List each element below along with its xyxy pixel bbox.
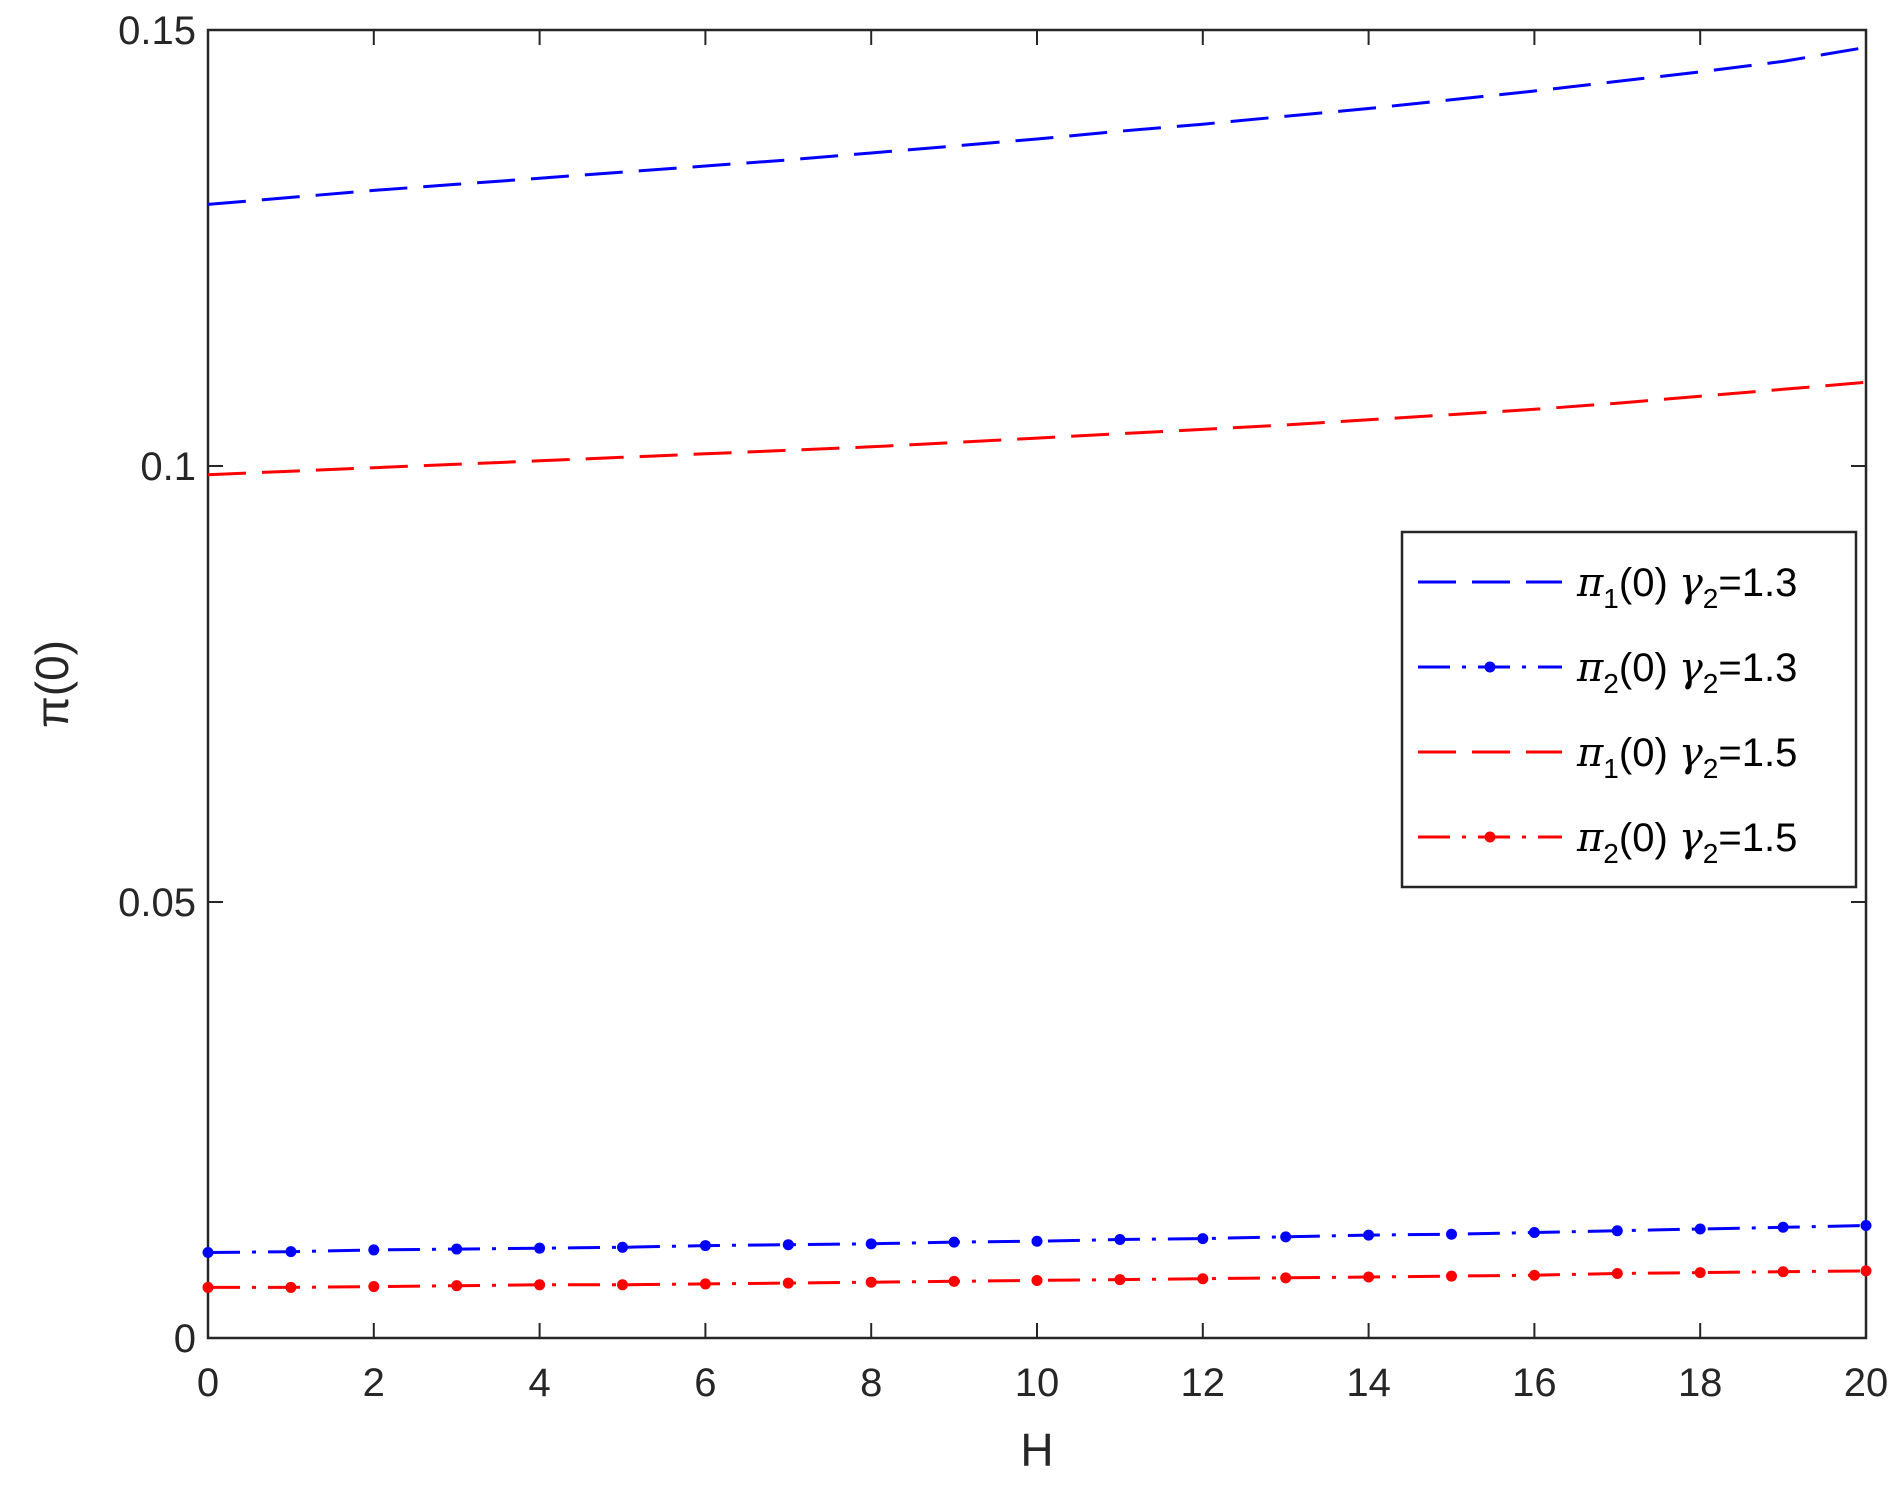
data-point [782, 1277, 794, 1289]
series-2 [202, 1220, 1872, 1259]
data-point [1860, 1265, 1872, 1277]
series-1 [207, 45, 1867, 206]
data-point [617, 1279, 628, 1291]
data-point [1611, 1225, 1623, 1237]
data-point [1446, 1228, 1457, 1240]
x-tick-label: 18 [1678, 1361, 1723, 1405]
y-tick-label: 0.1 [140, 445, 196, 489]
data-point [1611, 1267, 1623, 1279]
legend-marker [1484, 831, 1496, 843]
legend-item: π1(0) γ2=1.3 [1418, 560, 1797, 614]
legend-item: π2(0) γ2=1.5 [1418, 815, 1797, 869]
data-point [1777, 1266, 1789, 1278]
data-point [1114, 1233, 1126, 1245]
series-layer [202, 45, 1872, 1293]
series-line [207, 1224, 1867, 1254]
data-point [202, 1281, 214, 1293]
data-point [534, 1279, 546, 1291]
data-point [1363, 1271, 1375, 1283]
data-point [865, 1276, 877, 1288]
data-point [699, 1240, 711, 1252]
y-tick-label: 0.15 [118, 9, 196, 53]
data-point [285, 1281, 297, 1293]
data-point [782, 1239, 794, 1251]
series-3 [207, 380, 1867, 477]
legend-label: π1(0) γ2=1.5 [1576, 730, 1797, 784]
legend-box [1400, 530, 1858, 889]
data-point [1446, 1270, 1457, 1282]
y-axis-label: π(0) [26, 640, 78, 728]
series-line [208, 1269, 1867, 1289]
data-point [285, 1246, 297, 1258]
data-point [368, 1244, 380, 1256]
data-point [617, 1241, 628, 1253]
x-tick-label: 10 [1015, 1361, 1060, 1405]
legend-label: π1(0) γ2=1.3 [1576, 560, 1797, 614]
legend-label: π2(0) γ2=1.5 [1576, 815, 1797, 869]
data-point [1031, 1235, 1043, 1247]
data-point [1280, 1272, 1292, 1284]
data-point [1114, 1274, 1126, 1286]
data-point [1528, 1226, 1540, 1238]
data-point [699, 1278, 711, 1290]
data-point [1363, 1229, 1375, 1241]
data-point [1528, 1269, 1540, 1281]
series-line [207, 45, 1867, 206]
x-tick-label: 12 [1181, 1361, 1226, 1405]
data-point [1694, 1267, 1706, 1279]
data-point [451, 1243, 463, 1255]
legend-label: π2(0) γ2=1.3 [1576, 645, 1797, 699]
axis-ticks: 0 2 4 6 8 10 12 14 16 18 20 0 0.05 0.1 0.15 [118, 9, 1888, 1405]
x-tick-label: 16 [1512, 1361, 1557, 1405]
data-point [948, 1236, 960, 1248]
x-tick-label: 20 [1844, 1361, 1889, 1405]
data-point [202, 1247, 214, 1259]
x-tick-label: 6 [694, 1361, 716, 1405]
series-4 [202, 1265, 1872, 1293]
data-point [1197, 1273, 1209, 1285]
data-point [534, 1242, 546, 1254]
y-tick-label: 0.05 [118, 881, 196, 925]
data-point [1280, 1231, 1292, 1243]
x-axis-label: H [1020, 1424, 1053, 1476]
data-point [865, 1238, 877, 1250]
data-point [451, 1280, 463, 1292]
data-point [1031, 1274, 1043, 1286]
x-tick-label: 14 [1346, 1361, 1391, 1405]
data-point [1860, 1220, 1872, 1232]
series-line [207, 380, 1867, 477]
legend-item: π1(0) γ2=1.5 [1418, 730, 1797, 784]
x-tick-label: 8 [860, 1361, 882, 1405]
data-point [1197, 1233, 1209, 1245]
x-tick-label: 2 [363, 1361, 385, 1405]
data-point [948, 1275, 960, 1287]
legend-item: π2(0) γ2=1.3 [1418, 645, 1797, 699]
legend: π1(0) γ2=1.3 π2(0) γ2=1.3 π1(0) γ2=1.5 π2(0… [1400, 530, 1858, 889]
x-tick-label: 0 [197, 1361, 219, 1405]
data-point [1777, 1221, 1789, 1233]
x-tick-label: 4 [528, 1361, 550, 1405]
legend-marker [1484, 661, 1496, 673]
data-point [368, 1281, 380, 1293]
y-tick-label: 0 [174, 1317, 196, 1361]
data-point [1694, 1223, 1706, 1235]
